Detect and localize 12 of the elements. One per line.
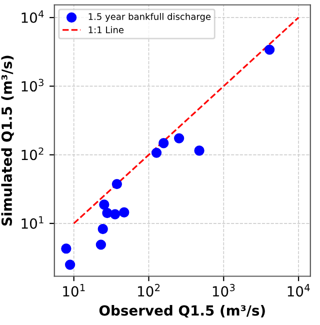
legend-label: 1:1 Line (88, 26, 124, 34)
y-tick-label: 10$^{1}$ (22, 216, 44, 229)
legend-label: 1.5 year bankfull discharge (88, 13, 211, 22)
x-tick-label: 10$^{2}$ (138, 284, 160, 297)
x-tick-label: 10$^{3}$ (212, 284, 235, 297)
y-tick-label: 10$^{4}$ (22, 10, 44, 23)
y-tick-label: 10$^{2}$ (22, 147, 44, 160)
x-tick-label: 10$^{4}$ (288, 284, 310, 297)
y-tick-label: 10$^{3}$ (22, 78, 44, 92)
x-tick-label: 10$^{1}$ (63, 284, 85, 297)
x-axis-title: Observed Q1.5 (m³/s) (99, 304, 265, 318)
y-axis-title: Simulated Q1.5 (m³/s) (1, 56, 14, 226)
